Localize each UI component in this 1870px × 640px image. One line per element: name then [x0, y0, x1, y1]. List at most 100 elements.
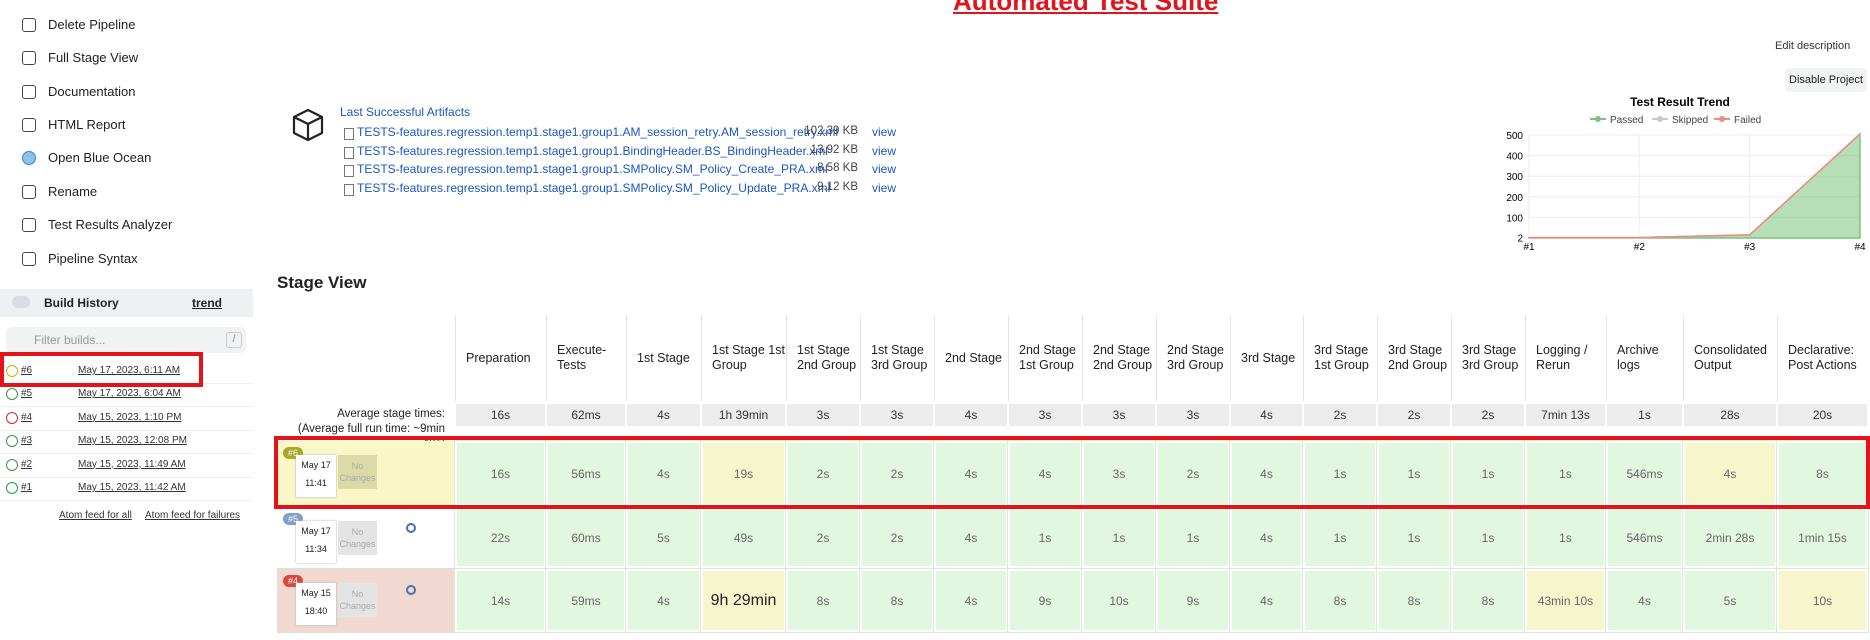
build-number[interactable]: #6: [21, 365, 33, 376]
build-date[interactable]: May 15, 2023, 1:10 PM: [78, 411, 182, 423]
stage-duration[interactable]: 1min 15s: [1776, 506, 1869, 569]
build-number[interactable]: #2: [21, 458, 33, 470]
legend-entry[interactable]: Passed: [1610, 115, 1643, 126]
stage-duration[interactable]: 4s: [933, 506, 1009, 569]
stage-header: 1st Stage 1st Group: [701, 315, 786, 401]
stage-duration[interactable]: 2min 28s: [1682, 506, 1778, 569]
stage-duration[interactable]: 60ms: [545, 506, 627, 569]
file-name[interactable]: TESTS-features.regression.temp1.stage1.g…: [357, 125, 839, 139]
stage-duration[interactable]: 19s: [700, 440, 787, 507]
build-date[interactable]: May 17, 2023, 6:04 AM: [78, 388, 181, 400]
stage-duration[interactable]: 49s: [700, 506, 787, 569]
stage-duration[interactable]: 56ms: [545, 440, 627, 507]
menu-item[interactable]: HTML Report: [48, 117, 126, 132]
menu-item[interactable]: Full Stage View: [48, 50, 139, 65]
stage-duration[interactable]: 4s: [1229, 568, 1304, 633]
stage-duration[interactable]: 9s: [1155, 568, 1231, 633]
stage-duration[interactable]: 16s: [454, 440, 547, 507]
x-tick-label: #4: [1854, 242, 1866, 253]
stage-duration[interactable]: 546ms: [1605, 506, 1684, 569]
menu-item[interactable]: Documentation: [48, 84, 136, 99]
stage-duration[interactable]: 2s: [785, 506, 861, 569]
file-size: 13.92 KB: [810, 143, 858, 156]
build-date[interactable]: May 15, 2023, 12:08 PM: [78, 435, 187, 447]
disable-project-button[interactable]: Disable Project: [1785, 68, 1867, 92]
stage-duration[interactable]: 1s: [1081, 506, 1157, 569]
filter-placeholder: Filter builds...: [34, 333, 106, 347]
stage-duration[interactable]: 1s: [1450, 440, 1526, 507]
stage-duration[interactable]: 4s: [933, 568, 1009, 633]
build-number[interactable]: #5: [21, 388, 33, 400]
artifacts-title[interactable]: Last Successful Artifacts: [340, 105, 471, 119]
stage-duration[interactable]: 14s: [454, 568, 547, 633]
stage-duration[interactable]: 4s: [1682, 440, 1778, 507]
stage-duration[interactable]: 59ms: [545, 568, 627, 633]
file-view[interactable]: view: [872, 181, 897, 196]
stage-duration[interactable]: 5s: [1682, 568, 1778, 633]
stage-duration[interactable]: 1s: [1524, 440, 1607, 507]
menu-item[interactable]: Open Blue Ocean: [48, 150, 152, 165]
menu-item[interactable]: Pipeline Syntax: [48, 251, 138, 266]
file-name[interactable]: TESTS-features.regression.temp1.stage1.g…: [357, 143, 828, 158]
stage-duration[interactable]: 1s: [1376, 440, 1452, 507]
file-name[interactable]: TESTS-features.regression.temp1.stage1.g…: [357, 162, 828, 177]
changes-box: No Changes: [338, 521, 377, 555]
stage-duration[interactable]: 3s: [1081, 440, 1157, 507]
stage-duration[interactable]: 4s: [1007, 440, 1083, 507]
stage-duration[interactable]: 10s: [1776, 568, 1869, 633]
menu-icon: [22, 151, 36, 165]
stage-duration[interactable]: 9h 29min: [700, 568, 787, 633]
stage-duration[interactable]: 1s: [1155, 506, 1231, 569]
stage-duration[interactable]: 10s: [1081, 568, 1157, 633]
file-view[interactable]: view: [872, 143, 897, 158]
stage-duration[interactable]: 4s: [1229, 506, 1304, 569]
stage-duration[interactable]: 1s: [1007, 506, 1083, 569]
file-view[interactable]: view: [872, 162, 897, 177]
stage-duration[interactable]: 4s: [1229, 440, 1304, 507]
status-icon: [6, 411, 18, 424]
build-number[interactable]: #4: [21, 411, 33, 423]
menu-item[interactable]: Rename: [48, 184, 98, 199]
menu-item[interactable]: Delete Pipeline: [48, 17, 136, 32]
stage-duration[interactable]: 4s: [1605, 568, 1684, 633]
build-number[interactable]: #1: [21, 482, 33, 493]
stage-duration[interactable]: 2s: [785, 440, 861, 507]
legend-entry[interactable]: Skipped: [1672, 115, 1708, 126]
stage-duration[interactable]: 9s: [1007, 568, 1083, 633]
build-date[interactable]: May 15, 2023, 11:42 AM: [78, 482, 186, 493]
stage-duration[interactable]: 8s: [1450, 568, 1526, 633]
legend-entry[interactable]: Failed: [1734, 115, 1761, 126]
trend-link[interactable]: trend: [192, 296, 222, 310]
stage-duration[interactable]: 43min 10s: [1524, 568, 1607, 633]
stage-duration[interactable]: 546ms: [1605, 440, 1684, 507]
stage-duration[interactable]: 1s: [1524, 506, 1607, 569]
menu-item[interactable]: Test Results Analyzer: [48, 217, 173, 232]
average-time: 7min 13s: [1525, 403, 1606, 427]
edit-description[interactable]: Edit description: [1775, 40, 1851, 52]
stage-duration[interactable]: 22s: [454, 506, 547, 569]
stage-duration[interactable]: 4s: [933, 440, 1009, 507]
stage-duration[interactable]: 5s: [625, 506, 702, 569]
stage-duration[interactable]: 8s: [1376, 568, 1452, 633]
stage-duration[interactable]: 4s: [625, 440, 702, 507]
build-date[interactable]: May 15, 2023, 11:49 AM: [78, 458, 186, 470]
stage-duration[interactable]: 4s: [625, 568, 702, 633]
stage-duration[interactable]: 1s: [1450, 506, 1526, 569]
atom-feed[interactable]: Atom feed for all: [59, 510, 132, 521]
build-date: May 17: [301, 460, 331, 470]
stage-duration[interactable]: 8s: [1302, 568, 1378, 633]
area: [1528, 132, 1861, 239]
build-number[interactable]: #3: [21, 435, 33, 447]
stage-duration[interactable]: 8s: [859, 568, 935, 633]
stage-duration[interactable]: 1s: [1302, 506, 1378, 569]
stage-duration[interactable]: 2s: [859, 506, 935, 569]
atom-feed[interactable]: Atom feed for failures: [145, 510, 241, 521]
stage-duration[interactable]: 8s: [785, 568, 861, 633]
build-date[interactable]: May 17, 2023, 6:11 AM: [78, 365, 181, 376]
filter-box[interactable]: [6, 327, 246, 353]
average-time: 16s: [455, 403, 546, 427]
stage-duration[interactable]: 1s: [1376, 506, 1452, 569]
file-name[interactable]: TESTS-features.regression.temp1.stage1.g…: [357, 181, 831, 196]
file-view[interactable]: view: [872, 125, 897, 139]
average-time: 4s: [1230, 403, 1303, 427]
